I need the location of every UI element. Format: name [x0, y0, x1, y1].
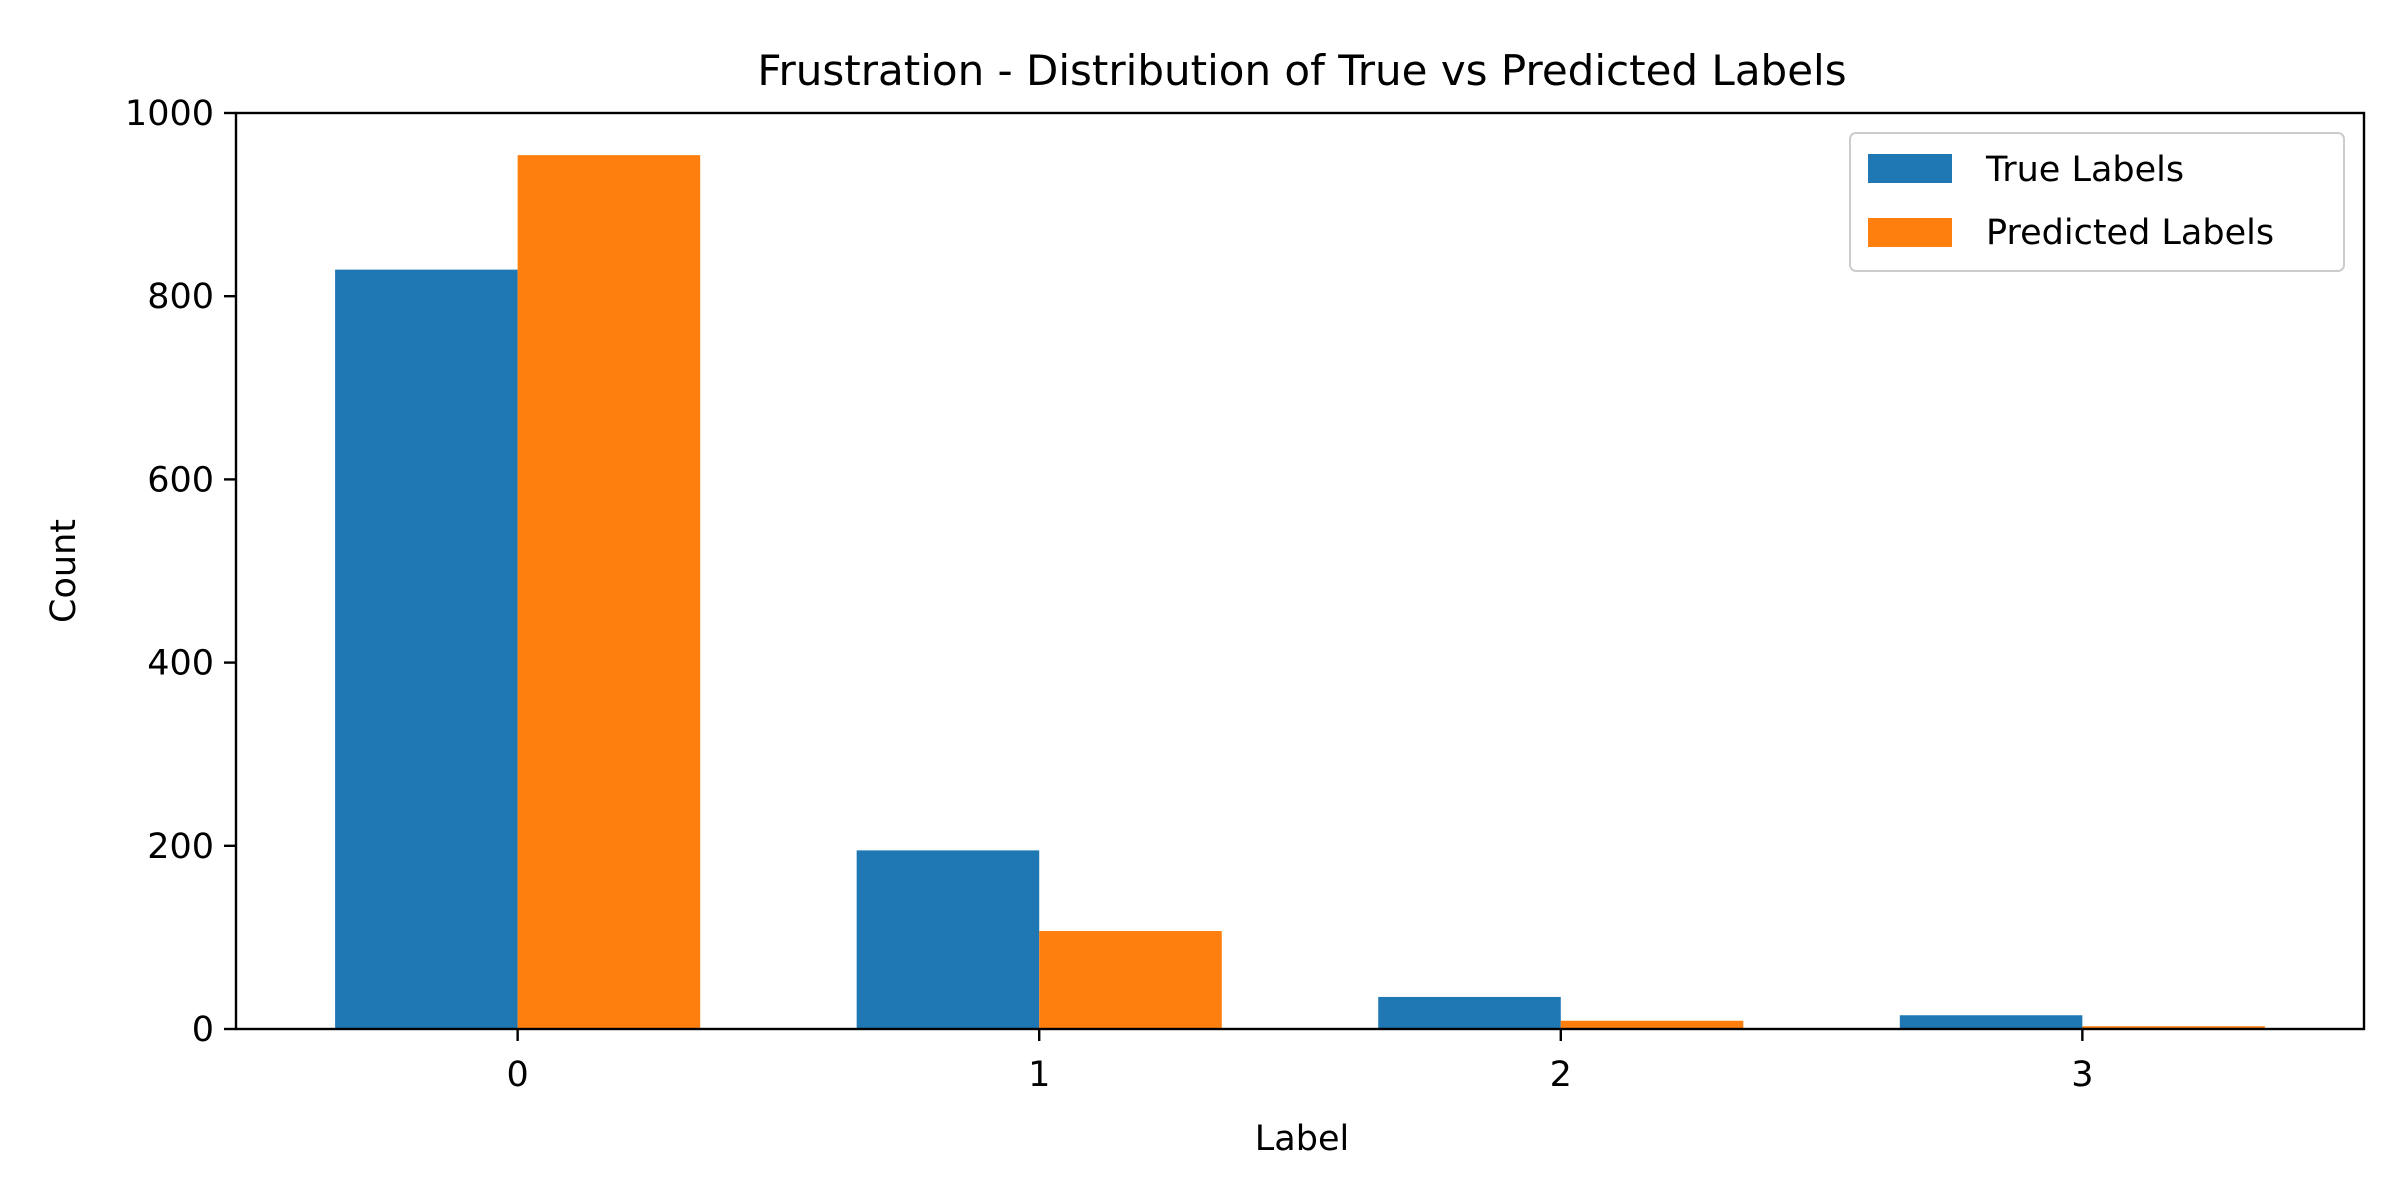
- y-axis: 0 200 400 600 800 1000: [125, 94, 236, 1050]
- y-axis-label: Count: [44, 519, 84, 623]
- legend-label-true-labels: True Labels: [1985, 150, 2184, 190]
- bar-predicted-labels-2: [1560, 1020, 1744, 1029]
- y-tick-label-200: 200: [147, 827, 214, 867]
- chart-title: Frustration - Distribution of True vs Pr…: [757, 46, 1846, 95]
- legend-swatch-true-labels: [1868, 154, 1952, 183]
- x-tick-label-0: 0: [507, 1055, 529, 1095]
- plot-frame: [234, 111, 2366, 1031]
- bar-true-labels-3: [1899, 1015, 2083, 1029]
- y-tick-label-800: 800: [147, 277, 214, 317]
- bar-predicted-labels-0: [517, 155, 701, 1029]
- bar-true-labels-0: [335, 269, 518, 1029]
- x-axis-label: Label: [1255, 1119, 1349, 1159]
- y-tick-label-600: 600: [147, 460, 214, 500]
- bar-true-labels-1: [856, 850, 1040, 1029]
- legend-box: [1849, 132, 2345, 272]
- bars: [335, 155, 2265, 1029]
- y-tick-label-1000: 1000: [125, 94, 214, 134]
- legend: True Labels Predicted Labels: [1849, 132, 2345, 272]
- y-tick-label-0: 0: [192, 1010, 214, 1050]
- bar-predicted-labels-1: [1039, 930, 1222, 1029]
- x-axis: 0 1 2 3: [507, 1029, 2093, 1095]
- bar-predicted-labels-3: [2082, 1026, 2265, 1029]
- bar-true-labels-2: [1378, 996, 1561, 1029]
- x-tick-label-1: 1: [1028, 1055, 1050, 1095]
- y-tick-label-400: 400: [147, 644, 214, 684]
- x-tick-label-2: 2: [1550, 1055, 1572, 1095]
- legend-label-predicted-labels: Predicted Labels: [1986, 213, 2274, 253]
- legend-swatch-predicted-labels: [1868, 218, 1952, 247]
- x-tick-label-3: 3: [2071, 1055, 2093, 1095]
